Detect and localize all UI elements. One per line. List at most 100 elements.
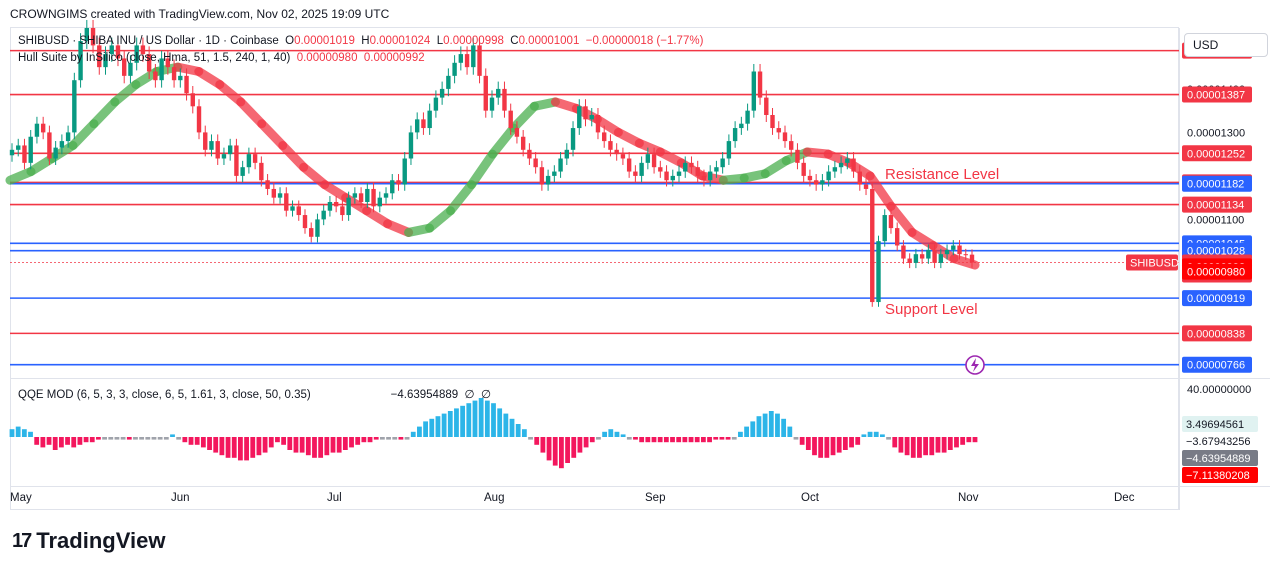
qqe-bar-40 <box>256 437 262 456</box>
candle-body <box>471 45 476 68</box>
candle-body <box>265 180 270 189</box>
qqe-value: −4.63954889 <box>390 389 459 401</box>
qqe-bar-104 <box>651 437 657 443</box>
qqe-bar-73 <box>460 405 466 437</box>
hull-segment-12 <box>257 119 288 150</box>
candle-31 <box>203 125 208 157</box>
candle-128 <box>807 169 813 187</box>
candle-136 <box>857 165 862 191</box>
candle-body <box>651 154 657 168</box>
candle-18 <box>122 50 127 84</box>
candle-104 <box>658 160 663 178</box>
qqe-bar-49 <box>312 437 317 458</box>
candle-39 <box>252 147 258 170</box>
candle-body <box>153 71 158 81</box>
candle-body <box>377 197 382 207</box>
qqe-bar-10 <box>71 437 77 448</box>
hull-segment-23 <box>488 123 518 159</box>
candle-151 <box>951 240 956 256</box>
qqe-bar-21 <box>139 437 145 440</box>
hull-segment-3 <box>68 119 99 150</box>
candle-34 <box>221 147 227 165</box>
candle-69 <box>439 81 445 105</box>
qqe-bar-59 <box>373 437 379 440</box>
chart-frame <box>10 27 1179 510</box>
qqe-bar-70 <box>441 413 447 437</box>
qqe-bar-22 <box>145 437 151 440</box>
qqe-bar-5 <box>40 437 46 448</box>
candle-32 <box>209 134 214 157</box>
candle-body <box>888 215 894 229</box>
symbol-tag-text: SHIBUSD <box>1130 257 1179 269</box>
candle-body <box>396 180 401 185</box>
candle-27 <box>178 68 183 88</box>
candle-110 <box>695 160 700 183</box>
candle-body <box>190 93 195 107</box>
candle-body <box>439 88 445 98</box>
qqe-bar-89 <box>559 437 564 469</box>
candle-72 <box>458 46 464 71</box>
qqe-bar-152 <box>947 437 953 450</box>
qqe-bar-53 <box>336 437 342 453</box>
qqe-bar-71 <box>447 411 453 437</box>
qqe-bar-43 <box>275 437 280 443</box>
qqe-bar-16 <box>108 437 114 440</box>
qqe-bar-125 <box>781 418 787 437</box>
candle-body <box>795 149 800 163</box>
qqe-bar-100 <box>626 437 632 440</box>
qqe-label[interactable]: QQE MOD (6, 5, 3, 3, close, 6, 5, 1.61, … <box>18 389 311 401</box>
candle-41 <box>265 174 270 196</box>
candle-33 <box>215 134 220 165</box>
price-tag-text: 0.00000838 <box>1187 328 1245 340</box>
qqe-histogram <box>9 398 978 469</box>
qqe-bar-61 <box>386 437 391 440</box>
candle-body <box>820 180 825 185</box>
candle-body <box>477 45 482 76</box>
qqe-bar-116 <box>725 437 731 440</box>
resistance-level-label: Resistance Level <box>885 166 999 183</box>
symbol-name[interactable]: SHIBUSD · SHIBA INU / US Dollar · 1D · C… <box>18 35 279 47</box>
qqe-bar-76 <box>478 398 484 437</box>
qqe-bar-144 <box>898 437 904 453</box>
qqe-bar-90 <box>565 437 570 463</box>
candle-body <box>414 119 420 133</box>
candle-95 <box>602 125 607 148</box>
hull-label[interactable]: Hull Suite by InSilico (close, Hma, 51, … <box>18 52 291 64</box>
candle-124 <box>782 125 788 148</box>
price-axis: 0.000014000.000013000.000011000.00001488… <box>1126 42 1258 483</box>
candle-80 <box>508 103 513 135</box>
candle-body <box>302 215 308 229</box>
price-tag-text: 0.00001387 <box>1187 90 1245 102</box>
qqe-bar-65 <box>410 431 416 437</box>
candle-6 <box>47 125 52 165</box>
qqe-bar-99 <box>620 434 626 437</box>
candle-131 <box>826 165 831 187</box>
candle-body <box>309 228 314 237</box>
candle-118 <box>745 103 750 131</box>
time-axis: May Jun Jul Aug Sep Oct Nov Dec <box>10 492 1135 504</box>
candle-111 <box>701 169 707 187</box>
month-label-may: May <box>10 492 32 504</box>
qqe-bar-142 <box>886 437 891 440</box>
candle-body <box>701 175 707 181</box>
candle-body <box>577 106 582 129</box>
candle-130 <box>820 174 825 191</box>
qqe-bar-18 <box>120 437 126 440</box>
candle-body <box>807 175 813 181</box>
month-label-dec: Dec <box>1114 492 1135 504</box>
candle-35 <box>227 138 233 161</box>
qqe-bar-47 <box>299 437 305 453</box>
qqe-bar-87 <box>546 437 552 461</box>
qqe-bar-72 <box>454 408 459 437</box>
qqe-bar-84 <box>528 437 533 440</box>
candle-body <box>944 249 950 255</box>
candle-48 <box>309 222 314 243</box>
level-tag-4: 0.00001182 <box>1182 175 1252 192</box>
qqe-bar-77 <box>484 400 490 437</box>
price-tag-bg <box>1182 86 1252 103</box>
candle-0 <box>9 143 15 162</box>
currency-button[interactable]: USD <box>1184 33 1268 57</box>
qqe-tag-bg <box>1182 433 1258 449</box>
tradingview-logo[interactable]: 17 TradingView <box>12 528 165 554</box>
